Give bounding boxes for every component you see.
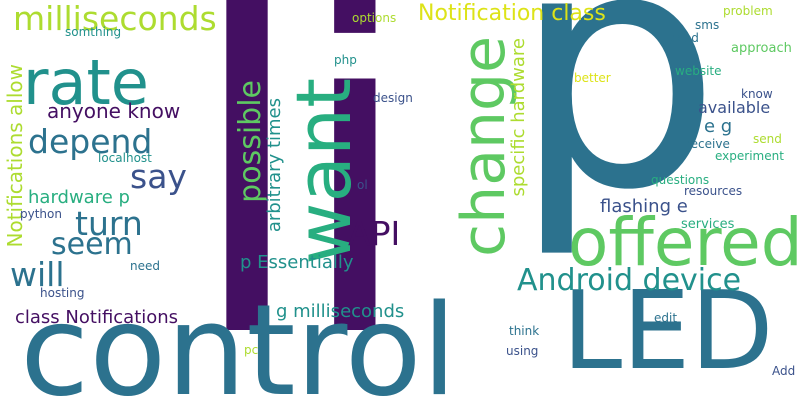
word-milliseconds-top: milliseconds [13,0,217,38]
word-questions: questions [651,173,710,187]
word-will: will [10,255,65,294]
word-using: using [506,344,539,358]
word-p: p [512,0,722,262]
word-led: LED [562,269,774,394]
word-specific-hardware: specific hardware [508,38,529,197]
word-rate: rate [23,46,149,119]
word-python: python [20,207,62,221]
word-ol: ol [357,178,368,192]
word-possible: possible [233,80,268,203]
word-android-device: Android device [517,263,742,298]
word-flashing-e: flashing e [600,196,688,217]
word-add: Add [772,364,796,378]
word-sms: sms [695,18,720,32]
word-better: better [574,71,611,85]
word-g-milliseconds: g milliseconds [276,301,405,322]
word-design: design [373,91,413,105]
word-e-g: e g [704,116,733,137]
word-notification-class: Notification class [418,1,606,26]
word-hardware-p: hardware p [28,187,130,208]
word-arbitrary-times: arbitrary times [264,98,285,233]
word-website: website [675,64,722,78]
word-control: control [20,277,457,400]
word-anyone-know: anyone know [47,99,181,123]
word-seem: seem [51,227,133,262]
word-services: services [681,217,735,232]
word-pc: pc [244,343,259,357]
word-problem: problem [723,4,773,18]
word-offered: offered [568,204,800,281]
word-say: say [130,157,187,196]
word-send: send [753,132,782,146]
word-p-essentially: p Essentially [240,252,354,273]
word-php: php [334,53,357,67]
word-edit: edit [654,311,678,325]
word-change: change [449,36,519,257]
word-api: API [348,214,401,253]
word-hosting: hosting [40,286,85,300]
word-somthing: somthing [65,25,122,39]
word-class-notifications: class Notifications [15,307,179,328]
word-localhost: localhost [98,151,152,165]
word-resources: resources [684,184,743,198]
word-depend: depend [28,122,153,161]
word-turn: turn [75,204,143,243]
word-receive: receive [686,137,730,151]
word-good: good [669,31,699,45]
word-think: think [509,324,540,338]
word-available: available [698,98,771,117]
word-approach: approach [731,41,792,56]
word-options: options [352,11,397,25]
word-need: need [130,259,160,273]
word-experiment: experiment [715,149,784,163]
word-li: li [183,0,419,400]
word-know: know [741,87,773,101]
